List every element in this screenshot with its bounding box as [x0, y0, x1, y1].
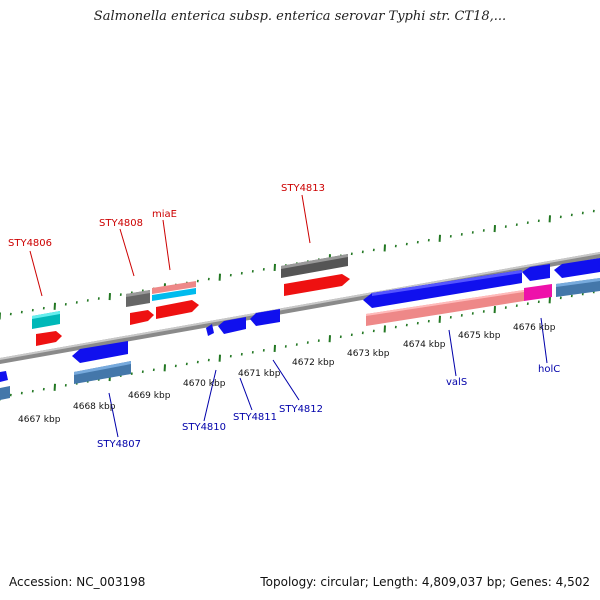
scale-label: 4671 kbp [238, 369, 281, 379]
gene-label-sty4813: STY4813 [281, 183, 325, 194]
gene-arrow[interactable] [522, 264, 550, 281]
gene-arrow[interactable] [554, 258, 600, 278]
gene-arrow[interactable] [524, 284, 552, 301]
genome-title: Salmonella enterica subsp. enterica sero… [93, 9, 507, 24]
scale-label: 4667 kbp [18, 415, 61, 425]
scale-label: 4672 kbp [292, 358, 335, 368]
outer-tick-row [0, 209, 595, 320]
gene-arrow[interactable] [206, 324, 214, 336]
gene-arrow[interactable] [281, 254, 348, 278]
scale-label: 4675 kbp [458, 331, 501, 341]
gene-arrow[interactable] [130, 310, 154, 325]
gene-arrow[interactable] [72, 341, 128, 363]
gene-arrow[interactable] [0, 386, 10, 400]
gene-arrow[interactable] [284, 274, 350, 296]
genome-backbone-highlight [0, 252, 600, 360]
gene-label-leaders-blue [108, 317, 548, 438]
scale-label: 4670 kbp [183, 379, 226, 389]
gene-arrow[interactable] [156, 300, 199, 319]
gene-label-holc: holC [538, 364, 560, 375]
scale-label: 4669 kbp [128, 391, 171, 401]
gene-arrow[interactable] [363, 270, 522, 308]
gene-arrow[interactable] [218, 317, 246, 334]
scale-label: 4673 kbp [347, 349, 390, 359]
gene-arrow[interactable] [556, 278, 600, 297]
gene-arrow[interactable] [126, 290, 150, 307]
gene-label-miae: miaE [152, 209, 177, 220]
gene-arrow[interactable] [152, 281, 196, 301]
gene-label-leaders-red [29, 194, 311, 297]
gene-arrow[interactable] [366, 290, 524, 326]
gene-label-sty4810: STY4810 [182, 422, 226, 433]
gene-label-vals: valS [446, 377, 467, 388]
gene-arrow[interactable] [250, 309, 280, 326]
inner-tick-row [0, 290, 595, 401]
scale-label: 4674 kbp [403, 340, 446, 350]
gene-label-sty4812: STY4812 [279, 404, 323, 415]
scale-label: 4676 kbp [513, 323, 556, 333]
accession-text: Accession: NC_003198 [9, 575, 146, 589]
gene-arrow[interactable] [74, 361, 131, 384]
gene-label-sty4811: STY4811 [233, 412, 277, 423]
gene-label-sty4806: STY4806 [8, 238, 52, 249]
gene-label-sty4808: STY4808 [99, 218, 143, 229]
gene-arrow[interactable] [32, 311, 60, 329]
genome-summary-text: Topology: circular; Length: 4,809,037 bp… [260, 575, 590, 589]
scale-label: 4668 kbp [73, 402, 116, 412]
gene-arrow[interactable] [0, 371, 8, 382]
gene-arrow[interactable] [36, 331, 62, 346]
gene-label-sty4807: STY4807 [97, 439, 141, 450]
